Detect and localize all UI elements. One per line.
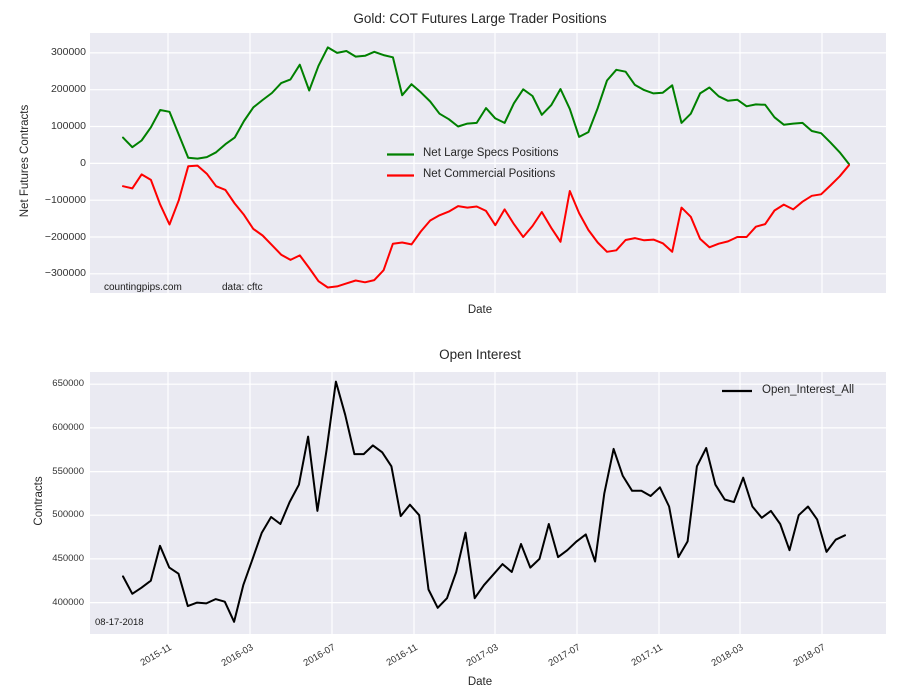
- chart2-x-axis-label: Date: [467, 676, 493, 688]
- chart2-y-tick-label: 650000: [52, 378, 84, 390]
- chart1-y-tick-label: −100000: [44, 193, 86, 206]
- chart2-y-tick-label: 450000: [52, 553, 84, 564]
- annotation-data-source: data: cftc: [222, 282, 263, 293]
- series-line-open-interest-all: [122, 380, 846, 623]
- chart2-y-tick-label: 400000: [52, 596, 84, 608]
- chart1-y-tick-label: 100000: [50, 120, 86, 133]
- chart1-y-tick-label: 0: [80, 156, 86, 169]
- legend1-label-net-large-specs: Net Large Specs Positions: [423, 147, 559, 159]
- legend2-label-open-interest: Open_Interest_All: [762, 384, 855, 396]
- chart2-y-tick-label: 550000: [52, 465, 84, 477]
- chart2-y-tick-label: 500000: [52, 509, 84, 521]
- legend1-label-net-commercial: Net Commercial Positions: [423, 168, 556, 180]
- annotation-countingpips: countingpips.com: [104, 282, 182, 293]
- chart2-y-tick-label: 600000: [52, 422, 84, 433]
- series-line-net-large-specs-positions: [122, 46, 850, 166]
- chart1-title: Gold: COT Futures Large Trader Positions: [353, 11, 607, 26]
- annotation-report-date: 08-17-2018: [95, 617, 144, 628]
- chart1-y-tick-label: 300000: [50, 46, 86, 59]
- series-line-net-commercial-positions: [122, 164, 850, 289]
- chart1-y-tick-label: −200000: [44, 230, 86, 243]
- chart1-x-axis-label: Date: [467, 304, 493, 316]
- chart2-title: Open Interest: [439, 347, 521, 362]
- chart1-y-tick-label: 200000: [50, 83, 86, 96]
- chart1-y-tick-label: −300000: [44, 267, 86, 280]
